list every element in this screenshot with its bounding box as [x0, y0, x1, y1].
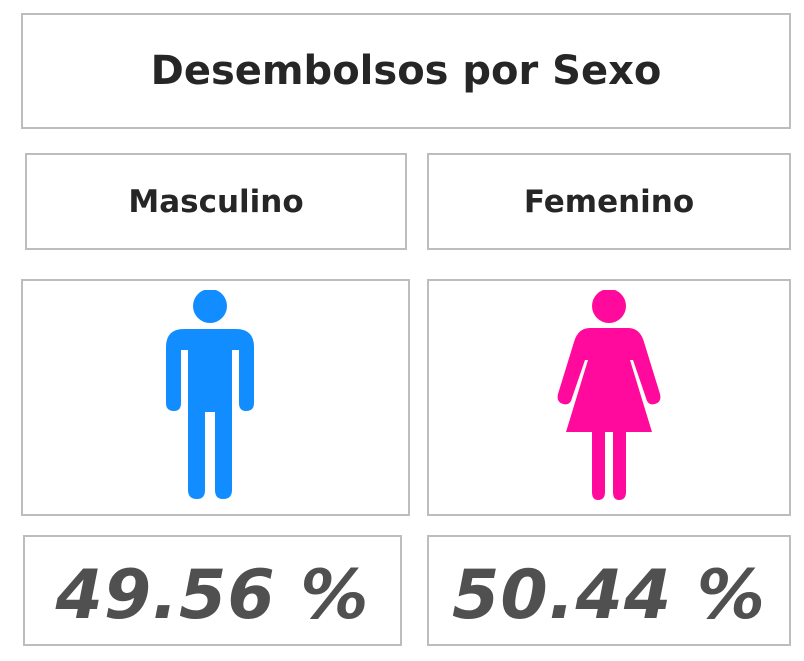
page-title: Desembolsos por Sexo — [150, 48, 662, 94]
male-label: Masculino — [128, 183, 304, 220]
female-icon-card — [427, 279, 791, 516]
male-icon-card — [21, 279, 410, 516]
male-person-icon — [165, 290, 254, 499]
female-person-icon — [557, 290, 661, 500]
female-label-card: Femenino — [427, 153, 791, 250]
male-label-card: Masculino — [25, 153, 407, 250]
female-label: Femenino — [523, 183, 695, 220]
male-percent: 49.56 % — [55, 556, 370, 635]
female-percent-card: 50.44 % — [427, 535, 791, 646]
title-card: Desembolsos por Sexo — [21, 13, 791, 129]
male-percent-card: 49.56 % — [23, 535, 402, 646]
female-percent: 50.44 % — [452, 556, 766, 635]
